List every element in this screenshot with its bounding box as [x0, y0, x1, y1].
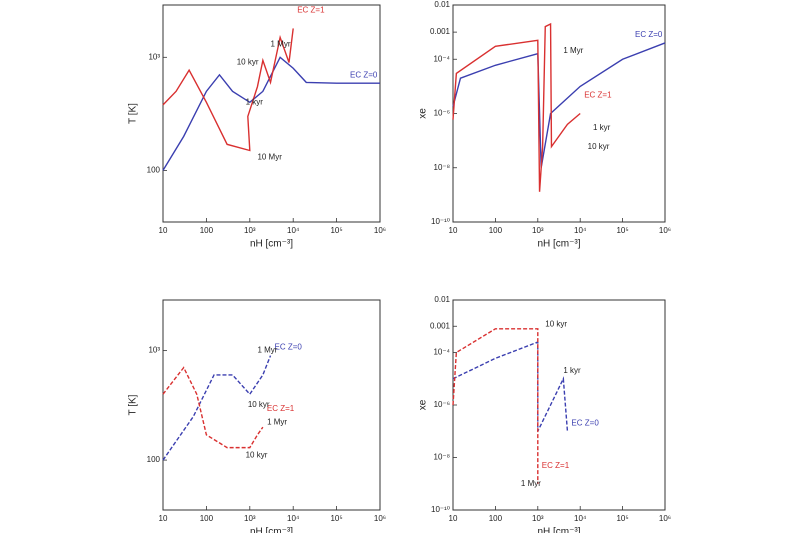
x-tick-label: 10⁶: [659, 226, 671, 235]
annotation: 1 kyr: [593, 123, 611, 132]
x-tick-label: 10³: [532, 226, 544, 235]
x-tick-label: 10⁴: [574, 226, 587, 235]
y-tick-label: 10⁻⁴: [433, 348, 450, 357]
annotation: 1 kyr: [246, 97, 264, 106]
x-tick-label: 10⁵: [616, 226, 628, 235]
x-tick-label: 10⁵: [616, 514, 628, 523]
plot-frame: [162, 299, 381, 511]
annotation: 1 Myr: [271, 40, 291, 49]
series-label: EC Z=0: [350, 70, 378, 79]
series-label: EC Z=1: [542, 461, 570, 470]
x-tick-label: 10: [449, 514, 458, 523]
y-tick-label: 10⁻¹⁰: [431, 505, 450, 514]
annotation: 1 Myr: [563, 46, 583, 55]
series-line: [452, 22, 581, 192]
annotation: 1 kyr: [563, 366, 581, 375]
y-tick-label: 10⁻⁴: [433, 54, 450, 63]
x-tick-label: 10: [449, 226, 458, 235]
series-line: [452, 341, 569, 432]
series-line: [162, 28, 294, 152]
x-axis-label: nH [cm⁻³]: [250, 239, 293, 250]
x-tick-label: 10⁴: [574, 514, 587, 523]
y-tick-label: 0.01: [434, 0, 450, 9]
x-tick-label: 100: [489, 226, 503, 235]
annotation: 10 Myr: [257, 153, 282, 162]
x-tick-label: 10⁵: [330, 226, 342, 235]
y-axis-label: T [K]: [128, 103, 139, 124]
annotation: 1 Myr: [521, 479, 541, 488]
y-axis-label: xe: [418, 399, 429, 410]
series-line: [162, 56, 380, 171]
y-tick-label: 10⁻⁸: [434, 453, 451, 462]
series-label: EC Z=0: [571, 418, 599, 427]
x-tick-label: 10⁴: [287, 514, 300, 523]
annotation: 10 kyr: [545, 319, 567, 328]
x-tick-label: 10⁶: [659, 514, 671, 523]
y-tick-label: 10⁻¹⁰: [431, 217, 450, 226]
y-tick-label: 10³: [148, 346, 160, 355]
series-line: [452, 42, 666, 168]
x-tick-label: 10: [159, 514, 168, 523]
series-line: [162, 366, 264, 449]
y-axis-label: xe: [418, 108, 429, 119]
annotation: 10 kyr: [588, 142, 610, 151]
y-tick-label: 0.001: [430, 321, 451, 330]
y-tick-label: 0.001: [430, 27, 451, 36]
y-tick-label: 100: [147, 166, 161, 175]
series-label: EC Z=0: [275, 343, 303, 352]
x-tick-label: 10⁶: [374, 514, 386, 523]
y-tick-label: 10⁻⁶: [434, 109, 450, 118]
x-tick-label: 100: [489, 514, 503, 523]
plot-frame: [452, 299, 666, 511]
x-tick-label: 10⁵: [330, 514, 342, 523]
y-tick-label: 0.01: [434, 295, 450, 304]
series-line: [452, 328, 539, 484]
series-label: EC Z=1: [584, 91, 612, 100]
x-axis-label: nH [cm⁻³]: [537, 239, 580, 250]
series-label: EC Z=1: [297, 6, 325, 15]
annotation: 10 kyr: [237, 58, 259, 67]
y-axis-label: T [K]: [128, 394, 139, 415]
x-axis-label: nH [cm⁻³]: [537, 527, 580, 533]
plot-frame: [452, 4, 666, 223]
y-tick-label: 10³: [148, 52, 160, 61]
y-tick-label: 100: [147, 455, 161, 464]
y-tick-label: 10⁻⁶: [434, 400, 450, 409]
annotation: 1 Myr: [267, 418, 287, 427]
annotation: 10 kyr: [248, 400, 270, 409]
x-tick-label: 10³: [244, 514, 256, 523]
annotation: 10 kyr: [246, 451, 268, 460]
series-label: EC Z=0: [635, 30, 663, 39]
series-label: EC Z=1: [267, 404, 295, 413]
x-axis-label: nH [cm⁻³]: [250, 527, 293, 533]
plot-frame: [162, 4, 381, 223]
x-tick-label: 10³: [244, 226, 256, 235]
x-tick-label: 10: [159, 226, 168, 235]
x-tick-label: 100: [200, 514, 214, 523]
annotation: 1 Myr: [257, 346, 277, 355]
x-tick-label: 10⁴: [287, 226, 300, 235]
x-tick-label: 100: [200, 226, 214, 235]
y-tick-label: 10⁻⁸: [434, 163, 451, 172]
x-tick-label: 10⁶: [374, 226, 386, 235]
x-tick-label: 10³: [532, 514, 544, 523]
